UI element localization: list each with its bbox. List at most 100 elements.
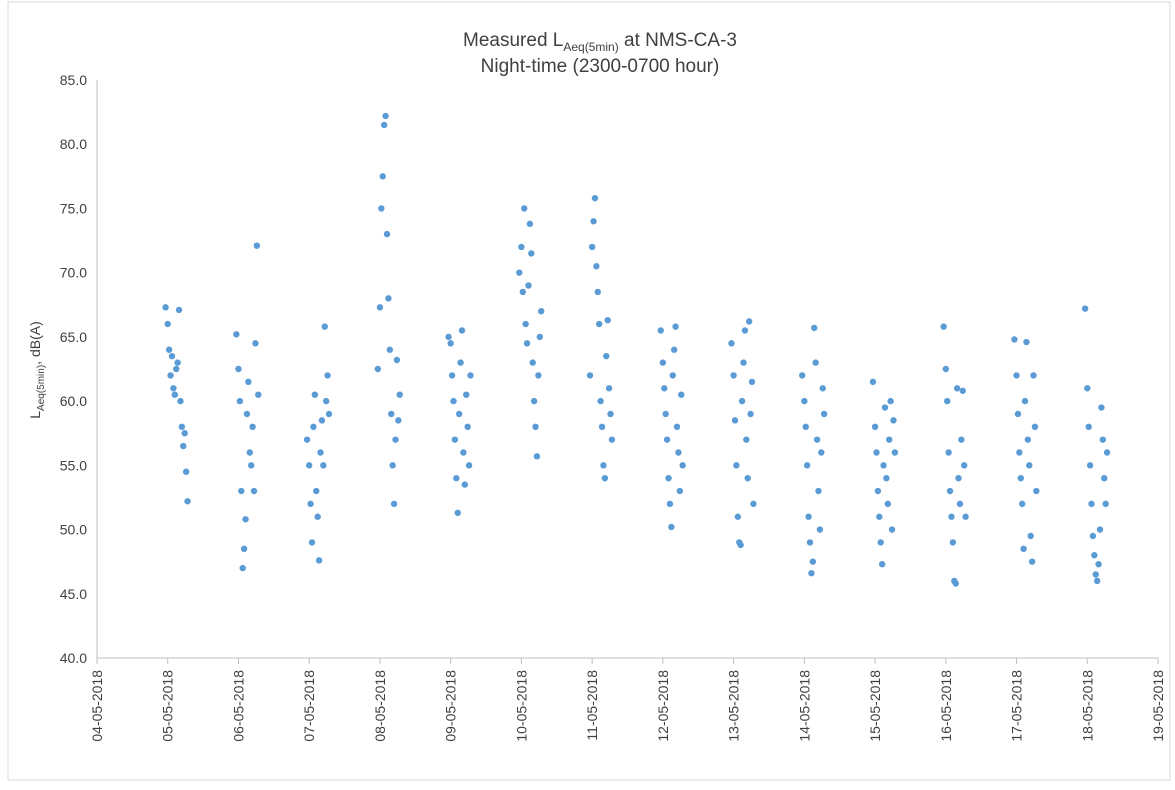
y-tick-label: 85.0 [60, 72, 87, 88]
data-point [812, 359, 819, 366]
data-point [233, 331, 240, 338]
data-point [945, 449, 952, 456]
data-point [445, 333, 452, 341]
data-point [458, 327, 466, 334]
data-point [590, 218, 597, 225]
data-point [598, 423, 606, 430]
data-point [869, 378, 877, 386]
data-point [809, 558, 817, 565]
data-point [526, 220, 534, 228]
data-point [1021, 397, 1029, 405]
y-tick-label: 65.0 [60, 329, 87, 345]
data-point [168, 352, 176, 360]
data-point [314, 513, 321, 520]
data-point [662, 410, 669, 418]
x-tick-label: 06-05-2018 [230, 670, 246, 742]
data-point [745, 318, 753, 325]
x-tick-label: 15-05-2018 [867, 670, 883, 742]
data-point [604, 316, 611, 324]
data-point [390, 500, 398, 508]
data-point [588, 243, 596, 251]
data-point [464, 423, 471, 430]
data-point [182, 468, 190, 475]
data-point [1017, 474, 1024, 482]
data-point [467, 372, 474, 379]
data-point [676, 487, 684, 495]
data-point [1095, 561, 1102, 568]
chart-title: Measured LAeq(5min) at NMS-CA-3 [463, 30, 737, 54]
data-point [1018, 500, 1026, 508]
data-point [890, 417, 897, 424]
data-point [881, 404, 889, 411]
data-point [668, 523, 675, 531]
data-point [952, 580, 959, 587]
data-point [313, 487, 320, 495]
data-point [949, 539, 957, 546]
data-point [663, 436, 671, 443]
data-point [521, 205, 528, 212]
data-point [818, 449, 825, 456]
data-point [165, 346, 173, 353]
data-point [877, 539, 884, 546]
data-point [525, 282, 532, 289]
data-point [657, 327, 664, 334]
data-point [887, 397, 894, 405]
data-point [731, 417, 739, 424]
data-point [321, 323, 328, 330]
data-point [242, 516, 249, 523]
data-point [813, 436, 821, 443]
data-point [379, 173, 386, 180]
data-point [673, 423, 681, 430]
data-point [306, 462, 313, 469]
data-point [465, 462, 473, 469]
data-point [235, 365, 242, 373]
data-point [1102, 500, 1109, 508]
data-point [1084, 385, 1091, 392]
data-point [601, 474, 609, 482]
data-point [238, 487, 245, 495]
data-point [389, 462, 396, 469]
data-point [815, 487, 822, 495]
data-point [669, 372, 676, 379]
data-point [252, 340, 259, 347]
data-point [960, 462, 968, 469]
data-point [958, 436, 965, 443]
x-tick-label: 04-05-2018 [89, 670, 105, 742]
data-point [167, 372, 174, 379]
data-point [730, 372, 737, 379]
data-point [801, 397, 808, 405]
data-point [1020, 545, 1027, 553]
label-subscript: Aeq(5min) [36, 365, 47, 411]
data-point [871, 423, 879, 430]
data-point [536, 333, 543, 341]
data-point [955, 474, 962, 482]
data-point [388, 410, 395, 418]
data-point [538, 308, 545, 315]
data-point [318, 417, 326, 424]
y-tick-label: 40.0 [60, 650, 87, 666]
data-point [461, 481, 469, 488]
data-point [608, 436, 616, 443]
data-point [178, 423, 186, 430]
data-point [532, 423, 539, 430]
data-point [591, 194, 599, 202]
data-point [1024, 436, 1032, 443]
data-point [393, 356, 401, 364]
data-point [888, 526, 896, 533]
data-point [750, 500, 757, 508]
data-point [180, 442, 187, 450]
data-point [184, 498, 191, 505]
data-point [173, 365, 180, 373]
data-point [747, 410, 754, 418]
y-tick-label: 80.0 [60, 136, 87, 152]
data-point [307, 500, 314, 508]
data-point [675, 449, 682, 456]
data-point [728, 340, 735, 347]
data-point [457, 359, 464, 366]
data-point [803, 462, 811, 469]
data-point [374, 365, 382, 373]
data-point [1093, 577, 1101, 585]
data-point [1089, 532, 1097, 540]
data-point [1101, 474, 1108, 482]
x-tick-label: 16-05-2018 [938, 670, 954, 742]
